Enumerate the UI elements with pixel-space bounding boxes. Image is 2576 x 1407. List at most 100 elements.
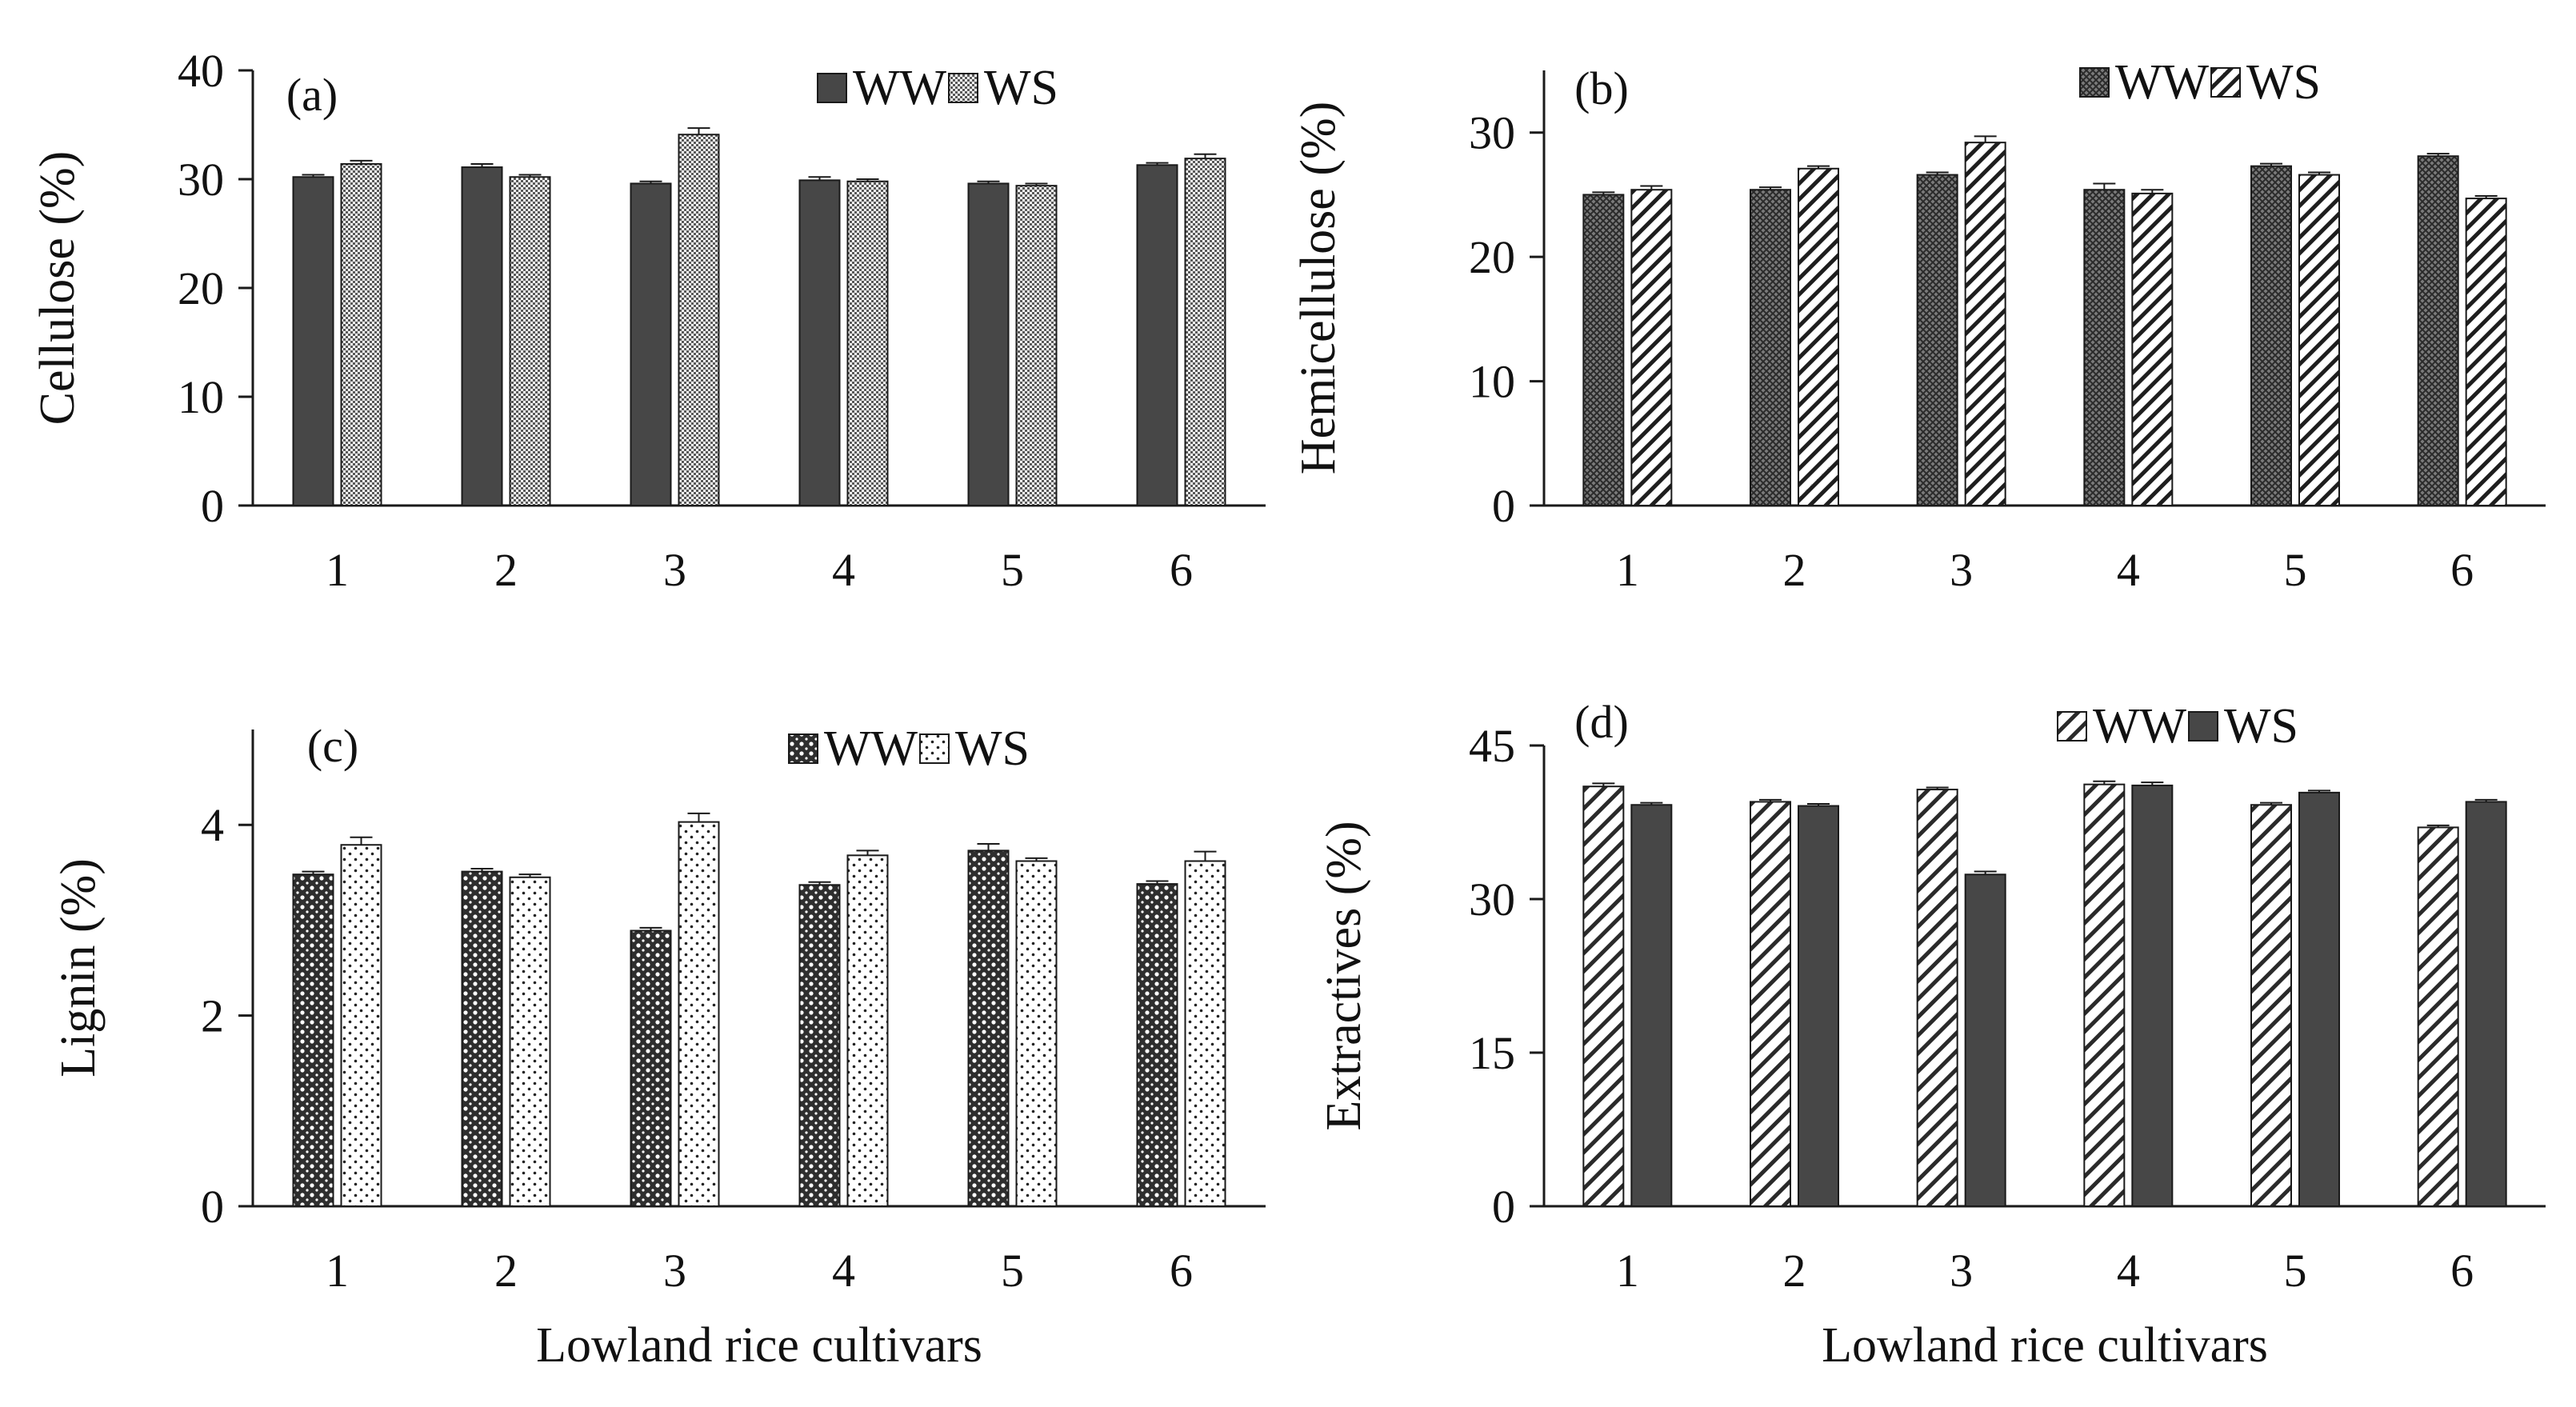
bar-ws-1: [340, 844, 382, 1208]
y-axis-label: Extractives (%): [1317, 821, 1371, 1130]
bar-ww-4: [2083, 189, 2126, 506]
y-tick-label: 4: [201, 799, 224, 851]
legend-swatch-ws: [919, 733, 950, 764]
bar-ww-3: [1916, 789, 1958, 1207]
bar-ws-3: [678, 821, 720, 1208]
x-tick-label: 1: [326, 1245, 349, 1297]
legend-label-ww: WW: [2093, 699, 2187, 753]
bar-ws-1: [340, 162, 382, 507]
bar-ww-5: [2250, 165, 2292, 506]
bar-ww-1: [292, 873, 334, 1207]
bar-ww-3: [630, 182, 672, 506]
bar-ws-3: [678, 134, 720, 507]
x-tick-label: 4: [2117, 1245, 2140, 1297]
legend-label-ww: WW: [824, 721, 918, 776]
bar-ww-2: [1750, 189, 1791, 506]
y-axis-label: Lignin (%): [51, 858, 106, 1077]
y-tick-label: 0: [1492, 1181, 1515, 1233]
bar-ww-4: [2083, 783, 2126, 1207]
bar-ww-1: [1582, 194, 1625, 507]
x-tick-label: 6: [1170, 1245, 1193, 1297]
bar-ww-3: [1916, 174, 1958, 506]
bar-ws-1: [1630, 189, 1673, 506]
bar-ws-4: [846, 180, 889, 506]
bar-ws-2: [509, 176, 551, 506]
legend-label-ws: WS: [2224, 699, 2298, 753]
x-tick-label: 1: [1616, 544, 1639, 596]
bar-ww-6: [1136, 164, 1178, 506]
x-tick-label: 5: [1001, 544, 1024, 596]
panel-label: (c): [307, 720, 358, 772]
x-axis-label: Lowland rice cultivars: [536, 1318, 982, 1373]
y-tick-label: 0: [1492, 480, 1515, 532]
legend-swatch-ww: [2057, 711, 2087, 741]
bar-ws-5: [2298, 174, 2340, 506]
bar-ws-6: [2465, 198, 2507, 506]
bar-ww-5: [967, 849, 1010, 1208]
bar-ww-6: [1136, 883, 1178, 1207]
x-tick-label: 3: [663, 544, 686, 596]
x-tick-label: 1: [1616, 1245, 1639, 1297]
panel-label: (a): [286, 69, 338, 121]
x-tick-label: 3: [1950, 544, 1973, 596]
y-axis-label: Hemicellulose (%): [1291, 102, 1346, 475]
legend-label-ww: WW: [2115, 55, 2210, 110]
bar-ww-2: [461, 166, 503, 506]
y-tick-label: 30: [178, 154, 224, 206]
bar-ww-1: [292, 176, 334, 506]
legend-swatch-ws: [2188, 711, 2218, 741]
x-tick-label: 2: [1783, 544, 1806, 596]
x-tick-label: 4: [832, 544, 855, 596]
bar-ws-2: [1798, 167, 1839, 506]
legend-swatch-ws: [2210, 67, 2241, 98]
legend-label-ws: WS: [2246, 55, 2321, 110]
bar-ww-1: [1582, 785, 1625, 1207]
y-tick-label: 20: [1469, 231, 1515, 283]
legend-swatch-ww: [817, 73, 847, 103]
legend-swatch-ww: [2079, 67, 2110, 98]
bar-ws-5: [1015, 185, 1058, 506]
y-tick-label: 10: [1469, 356, 1515, 408]
y-tick-label: 20: [178, 262, 224, 314]
bar-ww-4: [798, 179, 841, 507]
x-tick-label: 5: [2284, 544, 2307, 596]
bar-ws-4: [2131, 784, 2174, 1207]
bar-ws-2: [509, 876, 551, 1207]
bar-ws-6: [2465, 801, 2507, 1208]
x-axis-label: Lowland rice cultivars: [1822, 1318, 2268, 1373]
panel-label: (d): [1574, 696, 1629, 748]
legend-label-ws: WS: [984, 61, 1058, 115]
bar-ww-2: [1750, 801, 1791, 1208]
x-tick-label: 3: [1950, 1245, 1973, 1297]
bar-ws-4: [2131, 192, 2174, 506]
x-tick-label: 6: [1170, 544, 1193, 596]
bar-ws-2: [1798, 805, 1839, 1208]
y-tick-label: 15: [1469, 1027, 1515, 1079]
panel-label: (b): [1574, 62, 1629, 114]
y-tick-label: 2: [201, 990, 224, 1042]
x-tick-label: 1: [326, 544, 349, 596]
y-tick-label: 40: [178, 45, 224, 97]
bar-ww-6: [2417, 155, 2459, 506]
legend-swatch-ww: [788, 733, 818, 764]
x-tick-label: 2: [494, 544, 518, 596]
x-tick-label: 4: [2117, 544, 2140, 596]
bar-ws-5: [1015, 860, 1058, 1207]
bar-ws-3: [1964, 142, 2006, 507]
y-tick-label: 45: [1469, 720, 1515, 772]
y-tick-label: 10: [178, 371, 224, 423]
y-axis-label: Cellulose (%): [30, 151, 85, 426]
bar-ww-6: [2417, 826, 2459, 1208]
x-tick-label: 3: [663, 1245, 686, 1297]
x-tick-label: 6: [2450, 1245, 2474, 1297]
x-tick-label: 6: [2450, 544, 2474, 596]
chart-panel-2: 0 10 20 30 1 2 3 4 5 6 Hemicellulose (%) (b) WW WS: [1291, 55, 2546, 596]
x-tick-label: 2: [1783, 1245, 1806, 1297]
bar-ws-4: [846, 854, 889, 1207]
legend-label-ws: WS: [955, 721, 1030, 776]
y-tick-label: 0: [201, 480, 224, 532]
bar-ws-6: [1184, 860, 1226, 1207]
chart-panel-1: 0 10 20 30 40 1 2 3 4 5 6 Cellulose (%) (a) WW WS: [30, 45, 1266, 596]
